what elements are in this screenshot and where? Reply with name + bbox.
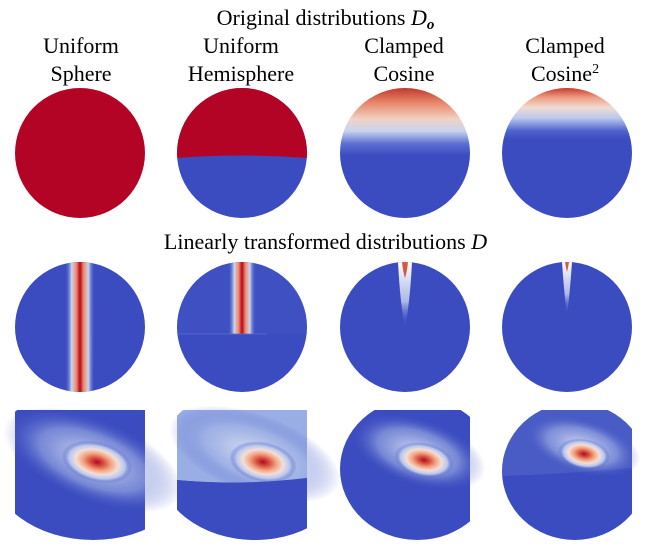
sphere-uniform-hemisphere-skewed bbox=[169, 405, 341, 540]
sphere-clamped-cosine-squared-skewed bbox=[502, 410, 641, 540]
sphere-clamped-cosine-squared-stretched bbox=[502, 262, 632, 392]
sphere-clamped-cosine-original bbox=[340, 88, 470, 218]
sphere-uniform-hemisphere-stretched bbox=[177, 262, 307, 392]
sphere-uniform-sphere-skewed bbox=[3, 407, 183, 540]
column-label-uniform-hemisphere: Uniform Hemisphere bbox=[187, 33, 295, 86]
original-distributions-title: Original distributions Do bbox=[216, 5, 435, 34]
sphere-uniform-sphere-stretched bbox=[15, 262, 145, 392]
column-label-clamped-cosine: Clamped Cosine bbox=[364, 33, 444, 86]
sphere-uniform-sphere-original bbox=[15, 88, 145, 218]
sphere-uniform-hemisphere-original bbox=[177, 88, 307, 218]
sphere-clamped-cosine-squared-original bbox=[502, 88, 632, 218]
sphere-clamped-cosine-skewed bbox=[340, 410, 486, 540]
sphere-clamped-cosine-stretched bbox=[340, 262, 470, 392]
transformed-distributions-title: Linearly transformed distributions D bbox=[163, 229, 488, 254]
column-label-clamped-cosine-squared: Clamped Cosine2 bbox=[525, 33, 605, 86]
column-label-uniform-sphere: Uniform Sphere bbox=[43, 33, 119, 86]
